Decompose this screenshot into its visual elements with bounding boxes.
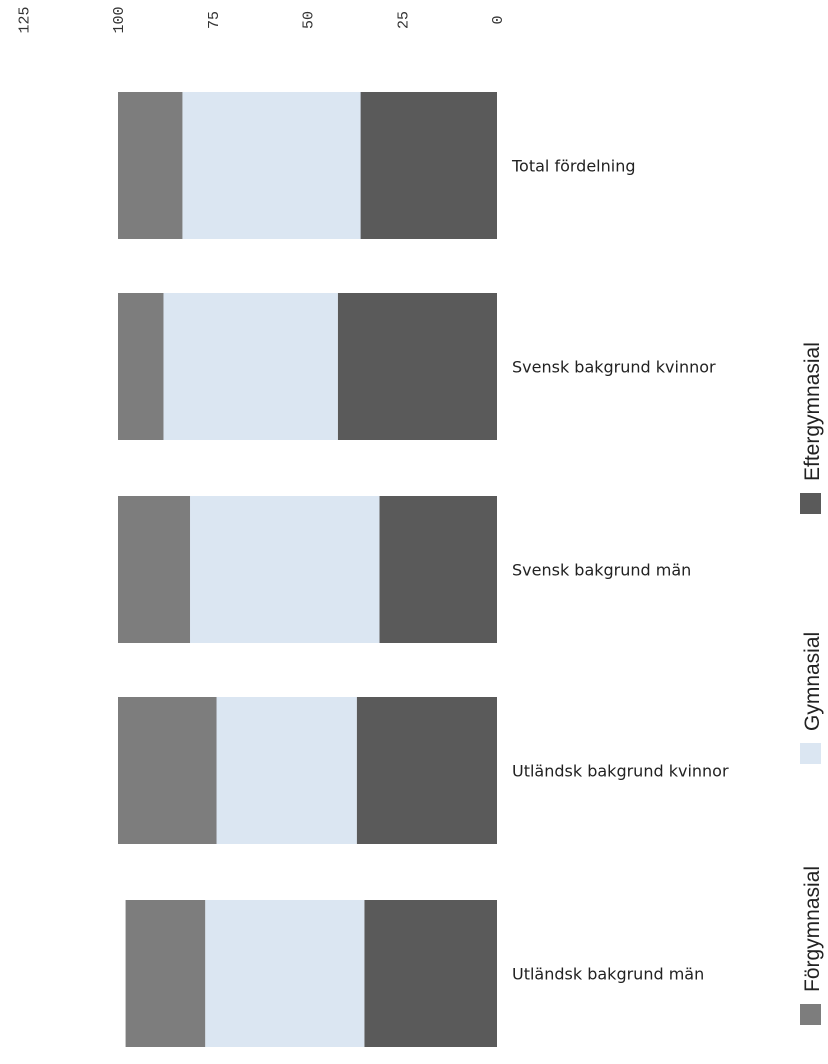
tick-label: 125 (16, 6, 33, 33)
bar-segment (163, 293, 338, 440)
category-label: Svensk bakgrund kvinnor (512, 358, 716, 377)
category-label: Utländsk bakgrund män (512, 965, 704, 984)
bar-segment (360, 92, 497, 239)
tick-label: 25 (395, 11, 412, 29)
legend: Förgymnasial Gymnasial Eftergymnasial (800, 342, 824, 1025)
axis-ticks: 0 25 50 75 100 125 (16, 6, 507, 33)
bar-segment (190, 496, 380, 643)
bar-segment (205, 900, 365, 1047)
legend-label: Gymnasial (801, 632, 824, 731)
bar-segment (182, 92, 361, 239)
bar-segment (216, 697, 357, 844)
bars (118, 92, 497, 1047)
tick-label: 50 (301, 11, 318, 29)
legend-swatch (800, 1004, 821, 1025)
category-labels: Total fördelning Svensk bakgrund kvinnor S… (511, 157, 729, 984)
category-label: Total fördelning (511, 157, 636, 176)
legend-swatch (800, 743, 821, 764)
bar-segment (125, 900, 206, 1047)
bar-segment (118, 697, 217, 844)
legend-label: Förgymnasial (801, 866, 824, 992)
bar-segment (337, 293, 497, 440)
bar-segment (118, 92, 183, 239)
bar-segment (356, 697, 497, 844)
bar-segment (379, 496, 497, 643)
tick-label: 75 (206, 11, 223, 29)
legend-swatch (800, 493, 821, 514)
legend-label: Eftergymnasial (801, 342, 824, 481)
category-label: Svensk bakgrund män (512, 561, 691, 580)
bar-segment (118, 293, 164, 440)
bar-segment (364, 900, 497, 1047)
category-label: Utländsk bakgrund kvinnor (512, 762, 729, 781)
tick-label: 100 (111, 6, 128, 33)
tick-label: 0 (490, 15, 507, 24)
bar-segment (118, 496, 191, 643)
